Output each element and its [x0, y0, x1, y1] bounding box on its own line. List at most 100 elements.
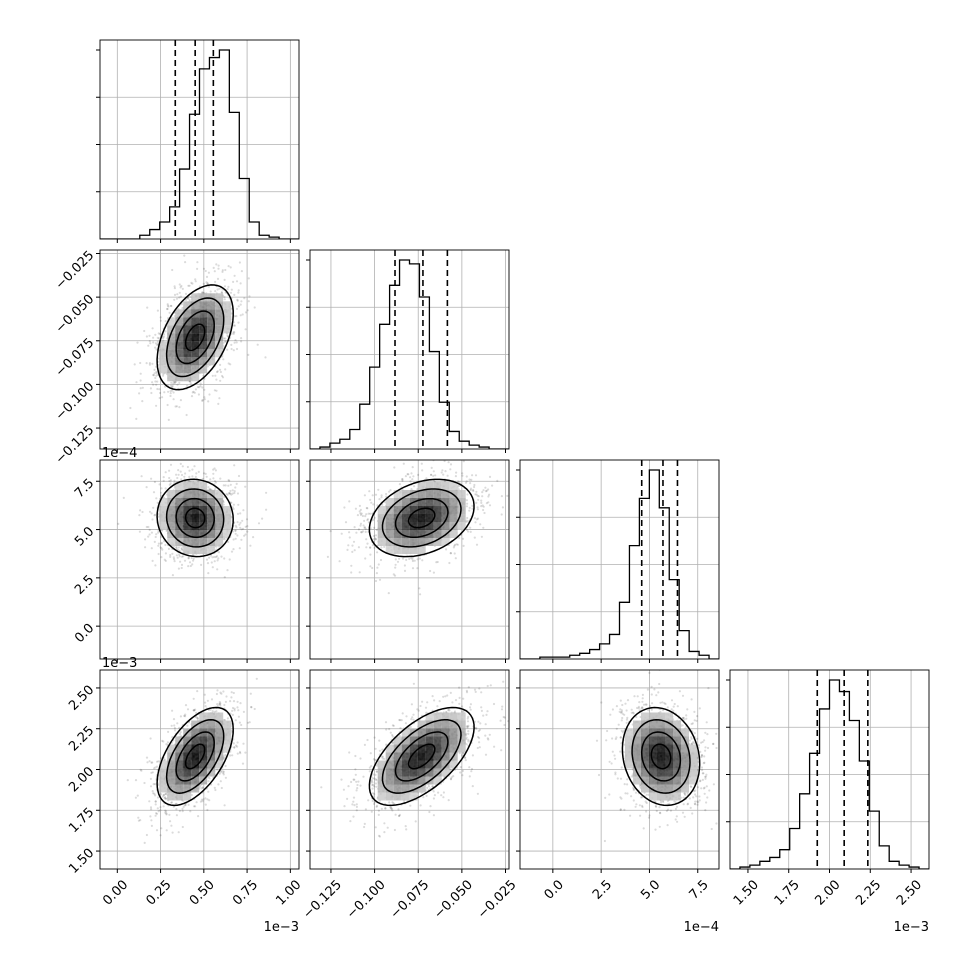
density-cell — [457, 514, 466, 522]
sample-point — [500, 495, 503, 498]
sample-point — [240, 723, 243, 727]
sample-point — [483, 511, 486, 515]
density-cell — [199, 301, 208, 310]
sample-point — [367, 512, 370, 515]
sample-point — [231, 713, 234, 717]
density-cell — [207, 325, 216, 334]
sample-point — [210, 561, 213, 564]
sample-point — [150, 547, 153, 550]
sample-point — [235, 315, 238, 318]
sample-point — [158, 333, 161, 336]
sample-point — [215, 389, 218, 392]
sample-point — [246, 309, 249, 312]
density-cell — [199, 341, 208, 350]
sample-point — [169, 482, 172, 485]
sample-point — [219, 370, 222, 374]
sample-point — [165, 529, 168, 533]
sample-point — [224, 484, 227, 487]
density-cell — [223, 506, 232, 514]
sample-point — [217, 557, 220, 560]
sample-point — [221, 270, 224, 273]
sample-point — [218, 700, 221, 704]
density-cell — [159, 506, 168, 514]
sample-point — [394, 566, 397, 569]
sample-point — [145, 486, 148, 489]
sample-point — [232, 280, 235, 283]
sample-point — [193, 465, 196, 468]
density-cell — [175, 482, 184, 490]
sample-point — [364, 515, 367, 518]
density-cell — [223, 514, 232, 522]
sample-point — [222, 484, 225, 487]
sample-point — [213, 480, 216, 483]
density-cell — [183, 506, 192, 514]
sample-point — [348, 536, 351, 539]
sample-point — [223, 295, 226, 299]
sample-point — [364, 527, 367, 531]
sample-point — [244, 485, 247, 488]
sample-point — [198, 386, 201, 389]
density-cell — [191, 530, 200, 538]
sample-point — [147, 525, 150, 529]
sample-point — [255, 677, 258, 680]
sample-point — [394, 563, 397, 566]
sample-point — [164, 552, 167, 555]
density-cell — [409, 506, 418, 514]
density-cell — [207, 293, 216, 302]
sample-point — [351, 544, 354, 547]
sample-point — [156, 380, 159, 383]
sample-point — [466, 516, 469, 520]
sample-point — [444, 470, 447, 473]
sample-point — [456, 543, 459, 546]
sample-point — [146, 306, 149, 309]
sample-point — [481, 495, 484, 498]
sample-point — [231, 492, 234, 495]
sample-point — [265, 491, 268, 494]
sample-point — [193, 709, 196, 712]
sample-point — [220, 291, 223, 294]
sample-point — [350, 564, 353, 567]
sample-point — [491, 484, 494, 487]
density-cell — [377, 514, 386, 522]
density-cell — [167, 341, 176, 350]
sample-point — [229, 483, 232, 486]
sample-point — [160, 556, 163, 559]
sample-point — [161, 396, 164, 399]
sample-point — [239, 702, 242, 705]
sample-point — [207, 486, 210, 489]
sample-point — [210, 698, 214, 701]
sample-point — [152, 383, 155, 386]
sample-point — [139, 361, 142, 365]
sample-point — [171, 385, 174, 388]
sample-point — [178, 296, 181, 299]
sample-point — [452, 546, 455, 549]
sample-point — [233, 709, 236, 712]
sample-point — [194, 278, 197, 281]
sample-point — [195, 716, 198, 719]
sample-point — [443, 480, 446, 483]
sample-point — [461, 474, 464, 477]
sample-point — [408, 557, 411, 561]
sample-point — [365, 538, 368, 541]
density-cell — [183, 522, 192, 530]
sample-point — [244, 311, 248, 314]
sample-point — [217, 264, 220, 267]
density-cell — [409, 522, 418, 530]
sample-point — [150, 391, 153, 395]
sample-point — [217, 783, 220, 786]
sample-point — [154, 346, 157, 349]
sample-point — [484, 490, 488, 493]
sample-point — [216, 277, 220, 280]
density-cell — [175, 365, 184, 374]
density-cell — [191, 482, 200, 490]
sample-point — [224, 340, 227, 343]
sample-point — [173, 293, 177, 296]
sample-point — [233, 490, 236, 493]
sample-point — [184, 713, 187, 716]
sample-point — [237, 291, 240, 294]
sample-point — [329, 530, 332, 533]
density-cell — [207, 514, 216, 522]
sample-point — [177, 831, 180, 834]
sample-point — [376, 504, 379, 507]
sample-point — [169, 479, 172, 482]
